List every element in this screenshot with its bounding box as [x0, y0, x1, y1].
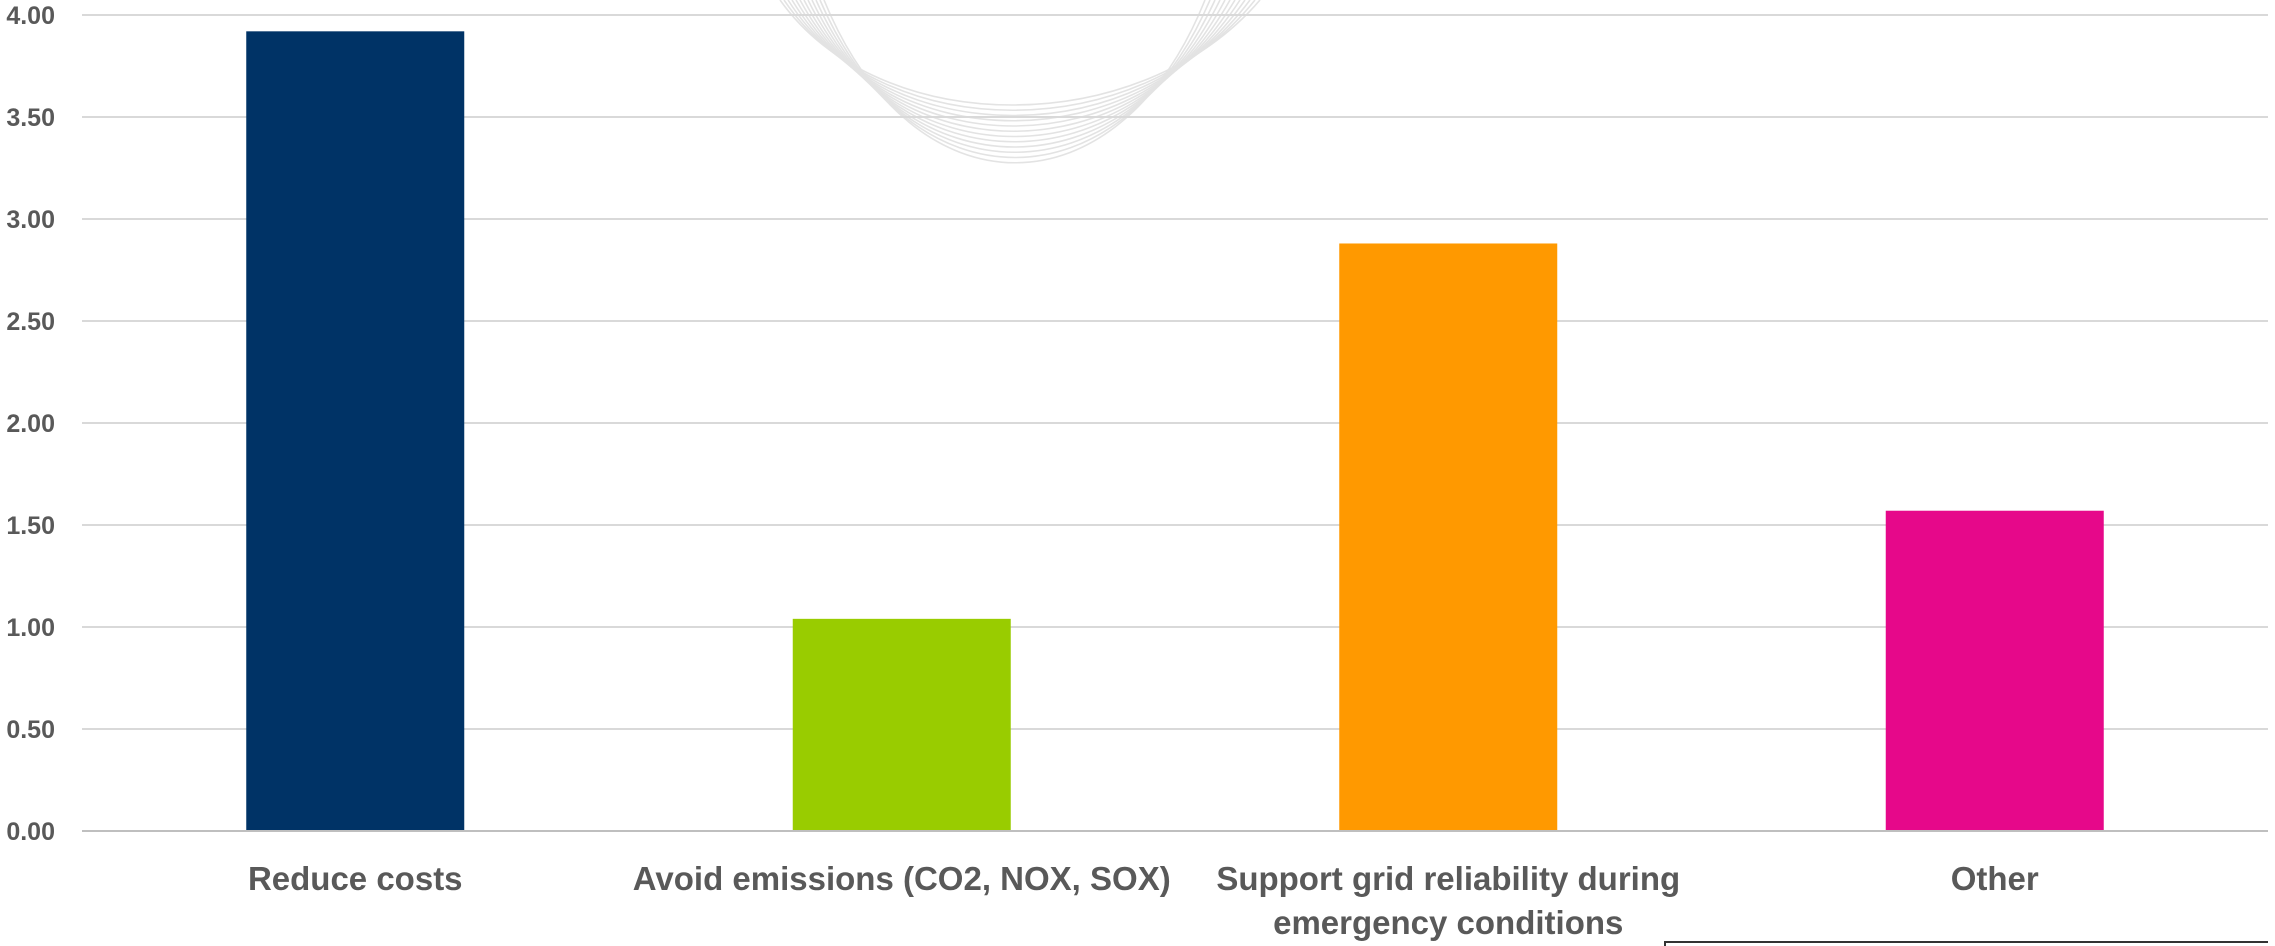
y-axis-tick-labels: 0.00 0.50 1.00 1.50 2.00 2.50 3.00 3.50 4.00 [6, 2, 55, 846]
decoration-curve [799, 0, 1236, 133]
bar [246, 31, 465, 831]
bar [1339, 243, 1558, 832]
background-swoosh-decoration [779, 0, 1261, 164]
y-tick-label: 0.00 [6, 818, 55, 846]
y-tick-label: 3.00 [6, 206, 55, 234]
x-category-label: Other [1951, 860, 2039, 897]
x-category-label: Reduce costs [248, 860, 463, 897]
x-category-label: Avoid emissions (CO2, NOX, SOX) [633, 860, 1171, 897]
y-tick-label: 3.50 [6, 104, 55, 132]
decoration-curve [819, 0, 1211, 159]
decoration-curve [823, 0, 1206, 164]
bar [1885, 510, 2104, 831]
decoration-curve [787, 0, 1251, 117]
x-category-label: Support grid reliability during emergency… [1216, 860, 1680, 941]
y-tick-label: 2.50 [6, 308, 55, 336]
bars [246, 31, 2104, 832]
y-tick-label: 0.50 [6, 716, 55, 744]
y-tick-label: 2.00 [6, 410, 55, 438]
x-axis-category-labels: Reduce costs Avoid emissions (CO2, NOX, S… [248, 860, 2039, 941]
y-tick-label: 1.50 [6, 512, 55, 540]
bar [792, 618, 1011, 831]
y-tick-label: 1.00 [6, 614, 55, 642]
corner-box-outline [1664, 941, 2268, 946]
y-tick-label: 4.00 [6, 2, 55, 30]
